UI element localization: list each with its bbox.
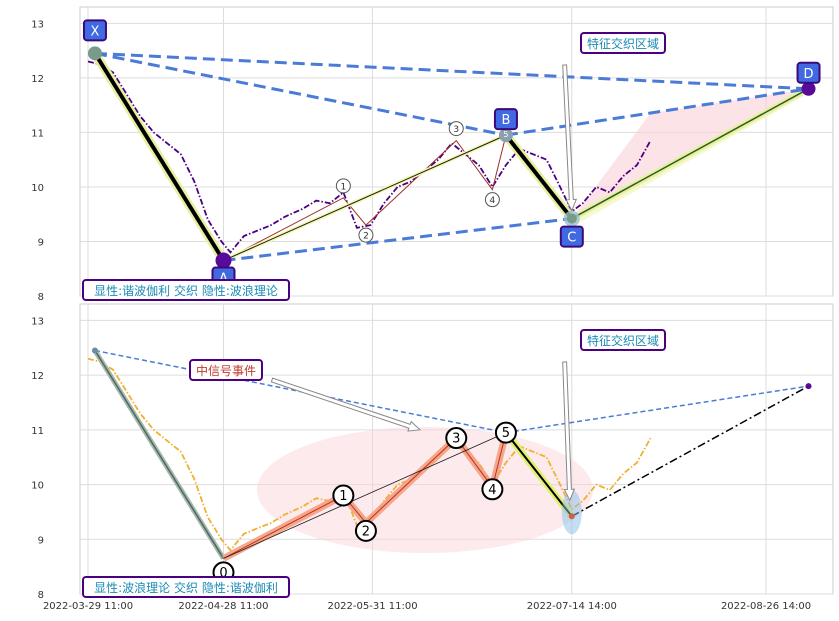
bottom-wave-label: 2 [362, 524, 370, 539]
bottom-point-c-glow [561, 490, 582, 535]
bottom-pattern-caption: 显性:波浪理论 交织 隐性:谐波伽利 [94, 580, 278, 595]
bottom-ytick-label: 9 [38, 535, 44, 546]
top-harmonic-dash [94, 51, 507, 137]
bottom-wave-label: 4 [488, 483, 496, 498]
bottom-zone-arrow [562, 361, 576, 502]
bottom-wave-label: 3 [452, 432, 460, 447]
bottom-leg-bc [505, 431, 573, 517]
bottom-ytick-label: 8 [38, 590, 44, 601]
top-point-c-label: C [567, 231, 576, 246]
bottom-ytick-label: 11 [31, 426, 44, 437]
bottom-xtick-label: 2022-03-29 11:00 [43, 601, 133, 612]
bottom-zone-annotation: 特征交织区域 [587, 333, 659, 348]
bottom-wave-label: 5 [502, 426, 510, 441]
bottom-wave-line [223, 432, 507, 559]
top-plot-area [79, 6, 834, 297]
bottom-wave-marker [494, 421, 517, 444]
top-zone-annotation-box [580, 32, 666, 54]
bottom-ytick-label: 12 [31, 371, 44, 382]
top-ytick-label: 8 [38, 292, 44, 303]
bottom-wave-marker [481, 478, 504, 501]
bottom-harmonic-bd [505, 385, 809, 434]
bottom-xtick-label: 2022-08-26 14:00 [721, 601, 811, 612]
top-pattern-caption-box [82, 279, 290, 301]
bottom-signal-arrow [270, 377, 422, 432]
top-point-b-label: B [501, 113, 510, 128]
bottom-wave-marker [332, 484, 355, 507]
bottom-zone-annotation-box [580, 329, 666, 351]
bottom-leg-xa [94, 350, 225, 559]
top-wave-marker [448, 121, 464, 137]
bottom-xtick-label: 2022-07-14 14:00 [527, 601, 617, 612]
bottom-signal-annotation: 中信号事件 [196, 363, 256, 378]
bottom-wave-marker [354, 519, 377, 542]
top-wave-label: 5 [503, 130, 508, 139]
top-wave-zigzag [223, 135, 507, 261]
top-wave-marker [484, 192, 500, 208]
top-wave-marker [335, 178, 351, 194]
top-leg-cd [571, 88, 809, 220]
top-leg-xa [93, 52, 226, 262]
top-point-d-label: D [804, 67, 814, 82]
bottom-signal-annotation-box [189, 359, 263, 381]
top-ytick-label: 12 [31, 74, 44, 85]
top-point-d-marker [801, 81, 816, 96]
top-ytick-label: 10 [31, 183, 44, 194]
top-ytick-label: 9 [38, 237, 44, 248]
bottom-pattern-caption-box [82, 576, 290, 598]
bottom-wave-baseline [223, 432, 507, 559]
bottom-xtick-label: 2022-05-31 11:00 [327, 601, 417, 612]
bottom-pink-zone [257, 427, 593, 554]
top-panel: 891011121312345XABCD特征交织区域显性:谐波伽利 交织 隐性:… [31, 6, 834, 303]
top-point-x-label: X [91, 24, 100, 39]
top-wave-label: 4 [490, 196, 496, 206]
bottom-xtick-label: 2022-04-28 11:00 [178, 601, 268, 612]
bottom-wave-label: 1 [339, 489, 347, 504]
top-ytick-label: 11 [31, 128, 44, 139]
top-zone-annotation: 特征交织区域 [587, 36, 659, 51]
top-ab-line [223, 134, 507, 262]
top-point-b-label-box [493, 108, 518, 131]
bottom-wave-marker [445, 427, 468, 450]
top-point-x-marker [87, 46, 102, 61]
top-wave-label: 1 [340, 182, 346, 192]
top-harmonic-dash [223, 217, 572, 263]
bottom-wave-label: 0 [219, 566, 227, 581]
bottom-point-x-marker [91, 347, 98, 354]
top-wave-label: 3 [453, 125, 459, 135]
top-price-line [87, 60, 652, 254]
bottom-leg-cd [571, 385, 809, 517]
top-zone-arrow [562, 64, 578, 212]
bottom-ytick-label: 13 [31, 316, 44, 327]
top-point-b-marker [498, 128, 513, 143]
bottom-point-c-marker [568, 513, 575, 520]
bottom-ytick-label: 10 [31, 481, 44, 492]
top-point-c-marker [566, 213, 577, 224]
top-point-c-label-box [559, 225, 584, 248]
top-leg-bc [504, 133, 574, 220]
top-wave-label: 2 [363, 232, 369, 242]
top-wave-marker [358, 227, 374, 243]
top-point-x-label-box [82, 19, 107, 42]
bottom-point-d-marker [805, 383, 812, 390]
top-pattern-caption: 显性:谐波伽利 交织 隐性:波浪理论 [94, 283, 278, 298]
bottom-price-line [87, 357, 652, 552]
top-harmonic-dash [94, 51, 809, 91]
top-point-d-label-box [796, 61, 821, 84]
top-harmonic-dash [505, 87, 809, 137]
top-ytick-label: 13 [31, 19, 44, 30]
top-point-a-marker [215, 252, 232, 269]
